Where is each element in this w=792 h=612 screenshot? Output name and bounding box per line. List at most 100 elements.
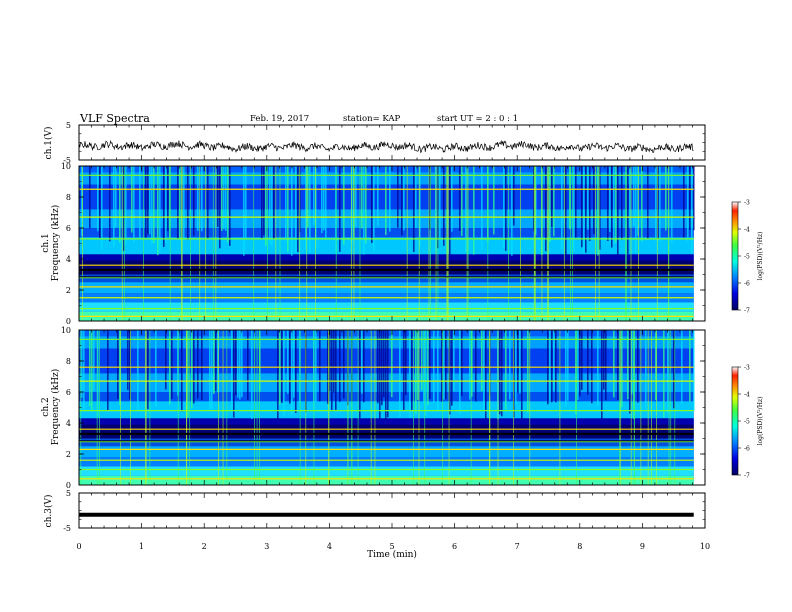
x-tick-label: 0	[76, 542, 81, 551]
striation	[597, 330, 599, 406]
striation	[511, 166, 513, 256]
striation	[177, 330, 179, 396]
striation	[379, 330, 381, 420]
striation	[165, 166, 167, 243]
striation	[635, 166, 637, 254]
striation	[245, 166, 247, 240]
striation	[307, 166, 309, 228]
striation	[291, 166, 293, 256]
striation	[575, 330, 577, 415]
striation	[371, 166, 373, 244]
striation	[89, 166, 91, 229]
ch1-spectrogram-ylabel-frequency: Frequency (kHz)	[50, 205, 61, 282]
striation	[217, 330, 219, 393]
striation	[483, 330, 485, 411]
striation	[201, 330, 203, 401]
striation	[207, 166, 209, 239]
striation	[421, 330, 423, 391]
striation	[587, 330, 589, 395]
striation	[309, 166, 311, 253]
striation	[607, 166, 609, 241]
frequency-band	[79, 418, 694, 425]
striation	[397, 166, 399, 228]
striation	[115, 166, 117, 228]
striation	[631, 330, 633, 395]
frequency-band	[79, 424, 694, 439]
striation	[281, 330, 283, 403]
striation	[439, 166, 441, 242]
striation	[93, 330, 95, 391]
striation	[469, 330, 471, 400]
striation	[113, 166, 115, 248]
striation	[107, 330, 109, 411]
ch2-spectrogram	[79, 330, 695, 485]
striation	[505, 166, 507, 251]
striation	[475, 330, 477, 402]
striation	[391, 330, 393, 398]
colorbar-1-label: log(PSD)(V²/Hz)	[757, 232, 764, 281]
ch3-waveform-frame	[78, 492, 706, 529]
striation	[343, 330, 345, 399]
striation	[551, 166, 553, 228]
striation	[417, 330, 419, 401]
start-time-label: start UT = 2 : 0 : 1	[437, 114, 519, 124]
striation	[335, 330, 337, 410]
striation	[269, 166, 271, 245]
striation	[329, 330, 331, 392]
striation	[227, 166, 229, 243]
striation	[129, 330, 131, 400]
striation	[449, 166, 451, 255]
striation	[617, 330, 619, 400]
striation	[423, 330, 425, 403]
striation	[665, 166, 667, 231]
striation	[581, 330, 583, 390]
striation	[119, 166, 121, 243]
striation	[231, 330, 233, 413]
striation	[213, 330, 215, 394]
striation	[449, 330, 451, 415]
striation	[187, 166, 189, 240]
striation	[101, 166, 103, 250]
striation	[99, 166, 101, 238]
striation	[689, 166, 691, 230]
frequency-band	[79, 466, 694, 476]
striation	[187, 330, 189, 418]
ch1-spectrogram-ylabel-channel: ch.1	[41, 233, 51, 252]
y-tick-label: -5	[63, 156, 71, 165]
striation	[587, 166, 589, 230]
striation	[461, 166, 463, 237]
y-tick-label: 6	[66, 388, 71, 397]
striation	[335, 166, 337, 252]
striation	[621, 330, 623, 408]
striation	[287, 166, 289, 252]
striation	[165, 330, 167, 390]
striation	[459, 330, 461, 414]
striation	[295, 330, 297, 413]
x-tick-label: 2	[202, 542, 207, 551]
frequency-band	[79, 254, 694, 261]
striation	[691, 166, 693, 254]
striation	[285, 166, 287, 242]
striation	[503, 166, 505, 248]
striation	[433, 330, 435, 403]
y-tick-label: 2	[66, 450, 71, 459]
striation	[193, 166, 195, 237]
striation	[331, 330, 333, 412]
striation	[413, 166, 415, 253]
y-tick-label: 8	[66, 357, 71, 366]
striation	[261, 166, 263, 239]
colorbar-tick-label: -6	[744, 446, 750, 453]
striation	[247, 330, 249, 401]
striation	[377, 166, 379, 227]
x-axis-label: Time (min)	[367, 549, 417, 560]
striation	[549, 330, 551, 401]
striation	[411, 330, 413, 411]
striation	[589, 166, 591, 241]
striation	[167, 166, 169, 231]
striation	[81, 166, 83, 237]
striation	[325, 166, 327, 240]
striation	[501, 330, 503, 417]
striation	[305, 166, 307, 250]
striation	[291, 330, 293, 415]
